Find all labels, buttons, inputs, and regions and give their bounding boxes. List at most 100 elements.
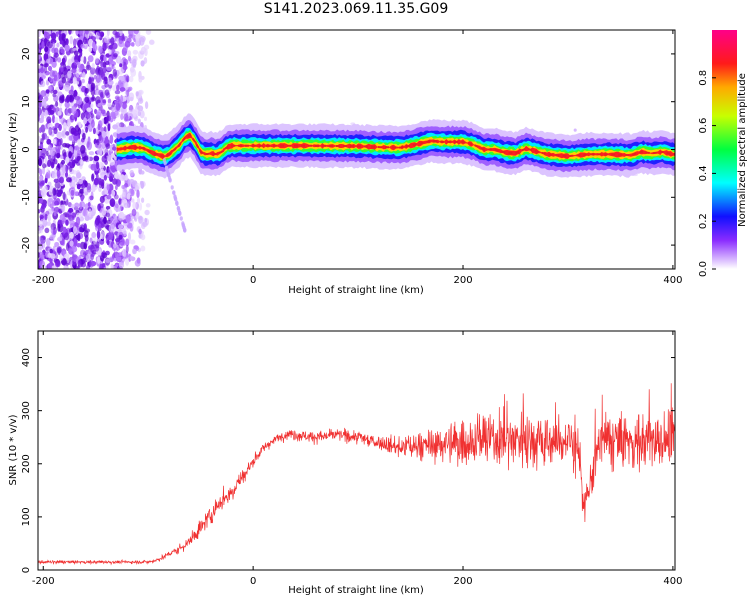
spectrogram-noise-cell [58,123,62,131]
spectrogram-noise-cell [82,132,86,140]
spectrogram-noise-cell [57,223,61,232]
spectrogram-noise-cell [121,191,126,197]
spectrogram-noise-cell [115,122,121,129]
spectrogram-panel: -200 0 200 400 -20 -10 0 10 20 Height of straig… [8,29,682,296]
spectrogram-noise-cell [65,171,68,178]
spectrogram-noise-cell [110,263,114,269]
spectrogram-noise-cell [90,113,94,119]
spectrogram-noise-cell [64,253,70,259]
snr-y-tick-label: 400 [21,348,32,367]
spectrogram-noise-cell [118,234,123,240]
spectrogram-noise-cell [123,202,130,209]
spectrogram-noise-cell [44,156,48,165]
spectrogram-noise-cell [73,134,79,141]
spectrogram-noise-cell [44,227,50,234]
spectrogram-noise-cell [118,203,122,212]
spectrogram-noise-cell [76,172,82,179]
spectrogram-noise-cell [129,178,135,185]
spectrogram-noise-cell [39,214,44,220]
spectrogram-tail-cell [170,185,174,190]
spectrogram-noise-cell [127,232,132,242]
spectrogram-noise-cell [56,169,61,178]
spectrogram-noise-cell [69,231,74,239]
spectrogram-noise-cell [100,162,104,169]
spectrogram-noise-cell [130,198,135,203]
spectrogram-tail-cell [166,172,170,177]
spectrogram-noise-cell [72,226,78,234]
spectrogram-noise-cell [93,155,100,162]
spectrogram-noise-cell [138,50,144,60]
spectrogram-noise-cell [125,238,130,247]
spectrogram-noise-cell [46,138,52,145]
spectrogram-noise-cell [110,36,115,46]
spectrogram-noise-cell [103,55,107,63]
colorbar-label: Normalized spectral amplitude [737,73,748,227]
spectrogram-noise-cell [72,254,78,262]
spectrogram-tail-cell [167,175,172,181]
spectrogram-noise-cell [140,197,145,203]
snr-y-axis-label: SNR (10 * v/v) [8,414,19,485]
spectrogram-noise-cell [99,195,105,204]
spectrogram-noise-cell [48,85,54,91]
spectrogram-noise-cell [113,53,118,58]
snr-y-ticks: 0 100 200 300 400 [21,348,675,573]
spectrogram-noise-cell [53,178,59,183]
spectrogram-noise-cell [128,34,133,39]
spectrogram-noise-cell [84,111,91,117]
spectrogram-noise-cell [112,178,118,185]
spectrogram-noise-cell [65,219,69,226]
spectrogram-noise-cell [112,69,117,77]
spectrogram-noise-cell [39,260,46,268]
spectrogram-noise-cell [44,213,48,221]
snr-y-tick-label: 300 [21,401,32,420]
spectrogram-noise-cell [79,30,85,38]
spectrogram-noise-cell [137,90,143,95]
spectrogram-noise-cell [118,211,125,219]
spectrogram-noise-cell [74,95,81,101]
snr-series-line [38,383,675,566]
spectrogram-noise-cell [133,30,139,35]
spectrogram-noise-cell [49,234,55,240]
spectrogram-noise-cell [96,256,101,264]
spectrogram-noise-cell [47,154,52,161]
spectrogram-noise-cell [132,201,137,210]
spectrogram-noise-cell [69,219,75,226]
spectrogram-noise-cell [138,76,143,83]
spectrogram-noise-cell [54,181,61,189]
spectrogram-noise-cell [121,36,126,42]
spectrogram-noise-cell [78,179,83,185]
spectrogram-noise-cell [44,46,49,53]
spectrogram-noise-cell [42,31,48,36]
spectrogram-noise-cell [80,196,84,202]
spectrogram-noise-cell [45,89,50,94]
spectrogram-noise-cell [106,239,110,246]
spectrogram-noise-cell [38,53,41,60]
spectrogram-noise-cell [129,169,135,177]
spectrogram-noise-cell [140,233,146,241]
spectrogram-noise-cell [56,131,63,139]
spectrogram-noise-cell [105,115,110,124]
spectrogram-noise-cell [48,74,54,83]
spectrogram-noise-cell [145,30,152,35]
spectrogram-noise-cell [41,75,46,80]
spectrogram-noise-cell [123,113,129,122]
spectrogram-noise-cell [69,240,74,247]
spectrogram-noise-cell [138,215,143,224]
spectrogram-noise-cell [64,69,69,79]
spectrogram-noise-cell [106,66,112,71]
spectrogram-noise-cell [46,105,52,111]
spectrogram-noise-cell [122,101,127,110]
spectrogram-noise-cell [89,237,93,244]
spectrogram-noise-cell [90,253,95,261]
spectrogram-noise-cell [84,234,89,242]
spectrogram-noise-cell [99,91,104,98]
spectrogram-noise-cell [54,241,60,247]
spectrogram-noise-cell [139,202,143,211]
spectrogram-noise-cell [59,213,66,222]
spectrogram-noise-cell [41,41,45,49]
spectrogram-noise-cell [65,165,69,173]
spectrogram-noise-cell [94,170,98,176]
spectrogram-noise-cell [45,237,51,247]
spectrogram-noise-cell [110,61,116,66]
spectrogram-noise-cell [111,101,116,108]
